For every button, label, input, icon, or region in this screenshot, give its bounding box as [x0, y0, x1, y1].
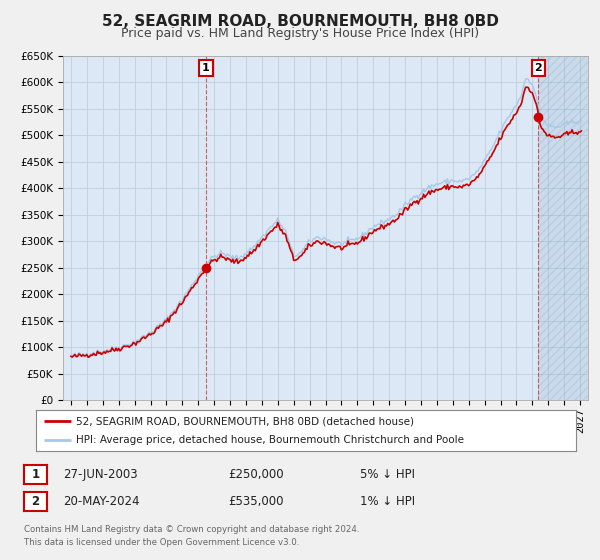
Text: 52, SEAGRIM ROAD, BOURNEMOUTH, BH8 0BD: 52, SEAGRIM ROAD, BOURNEMOUTH, BH8 0BD	[101, 14, 499, 29]
Text: 1: 1	[202, 63, 210, 73]
Text: £535,000: £535,000	[228, 494, 284, 508]
Text: 27-JUN-2003: 27-JUN-2003	[63, 468, 137, 482]
Text: 20-MAY-2024: 20-MAY-2024	[63, 494, 139, 508]
Text: £250,000: £250,000	[228, 468, 284, 482]
Text: This data is licensed under the Open Government Licence v3.0.: This data is licensed under the Open Gov…	[24, 538, 299, 547]
Text: 5% ↓ HPI: 5% ↓ HPI	[360, 468, 415, 482]
Text: 2: 2	[31, 494, 40, 508]
Text: Price paid vs. HM Land Registry's House Price Index (HPI): Price paid vs. HM Land Registry's House …	[121, 27, 479, 40]
Text: 1% ↓ HPI: 1% ↓ HPI	[360, 494, 415, 508]
Bar	[538, 56, 588, 400]
Text: 52, SEAGRIM ROAD, BOURNEMOUTH, BH8 0BD (detached house): 52, SEAGRIM ROAD, BOURNEMOUTH, BH8 0BD (…	[77, 417, 415, 426]
Text: 2: 2	[535, 63, 542, 73]
Text: Contains HM Land Registry data © Crown copyright and database right 2024.: Contains HM Land Registry data © Crown c…	[24, 525, 359, 534]
Text: HPI: Average price, detached house, Bournemouth Christchurch and Poole: HPI: Average price, detached house, Bour…	[77, 435, 464, 445]
Text: 1: 1	[31, 468, 40, 482]
